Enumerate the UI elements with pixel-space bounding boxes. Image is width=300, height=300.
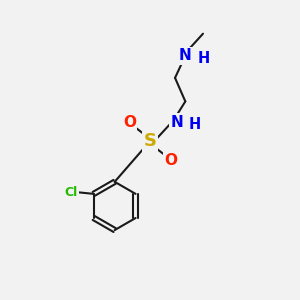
Text: N: N — [179, 48, 192, 63]
Text: N: N — [170, 115, 183, 130]
Text: O: O — [164, 153, 177, 168]
Text: Cl: Cl — [64, 186, 78, 199]
Text: S: S — [143, 132, 157, 150]
Text: O: O — [123, 115, 136, 130]
Text: H: H — [189, 117, 201, 132]
Text: H: H — [198, 51, 210, 66]
